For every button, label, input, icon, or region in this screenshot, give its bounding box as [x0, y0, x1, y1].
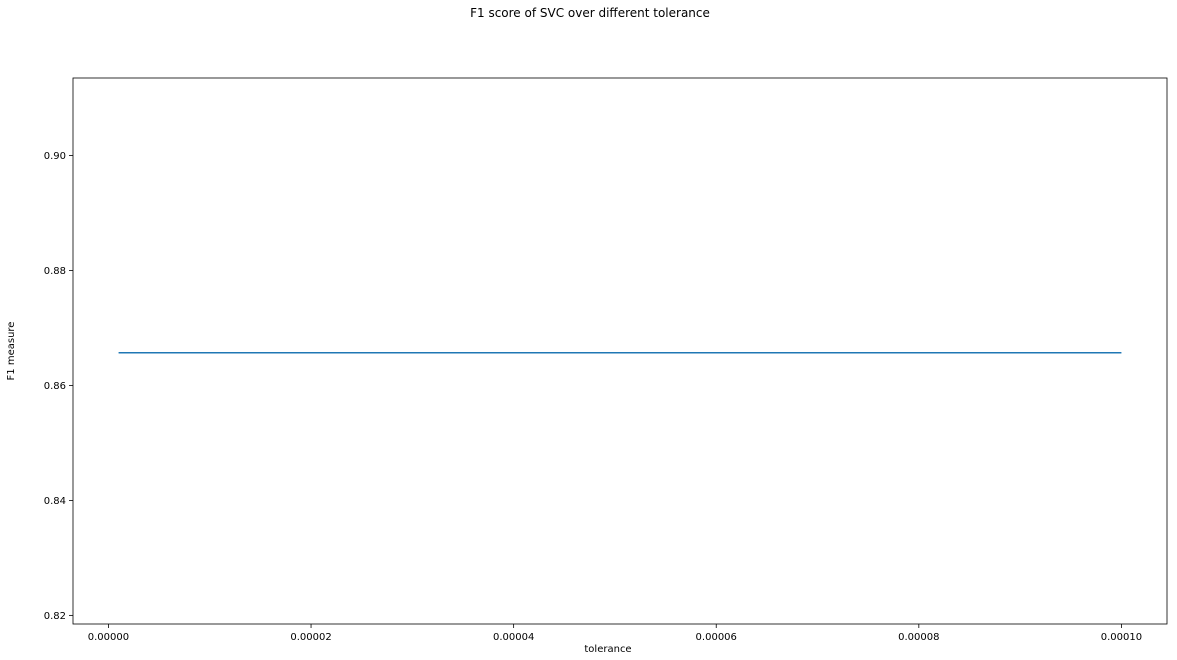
y-tick-label: 0.82: [44, 611, 66, 622]
x-tick-label: 0.00010: [1101, 632, 1142, 643]
x-axis-label: tolerance: [584, 644, 631, 655]
y-tick-label: 0.86: [44, 381, 66, 392]
chart-title: F1 score of SVC over different tolerance: [470, 6, 710, 20]
y-tick-label: 0.90: [44, 151, 66, 162]
x-tick-label: 0.00000: [88, 632, 129, 643]
x-tick-label: 0.00008: [898, 632, 939, 643]
x-tick-label: 0.00004: [493, 632, 534, 643]
y-tick-label: 0.88: [44, 266, 66, 277]
plot-area: [72, 77, 1168, 625]
y-axis-label: F1 measure: [6, 322, 17, 381]
x-tick-label: 0.00006: [696, 632, 737, 643]
x-axis: 0.00000 0.00002 0.00004 0.00006 0.00008 0.000…: [88, 624, 1142, 643]
y-tick-label: 0.84: [44, 496, 66, 507]
x-tick-label: 0.00002: [290, 632, 331, 643]
y-axis: 0.82 0.84 0.86 0.88 0.90: [44, 151, 73, 622]
